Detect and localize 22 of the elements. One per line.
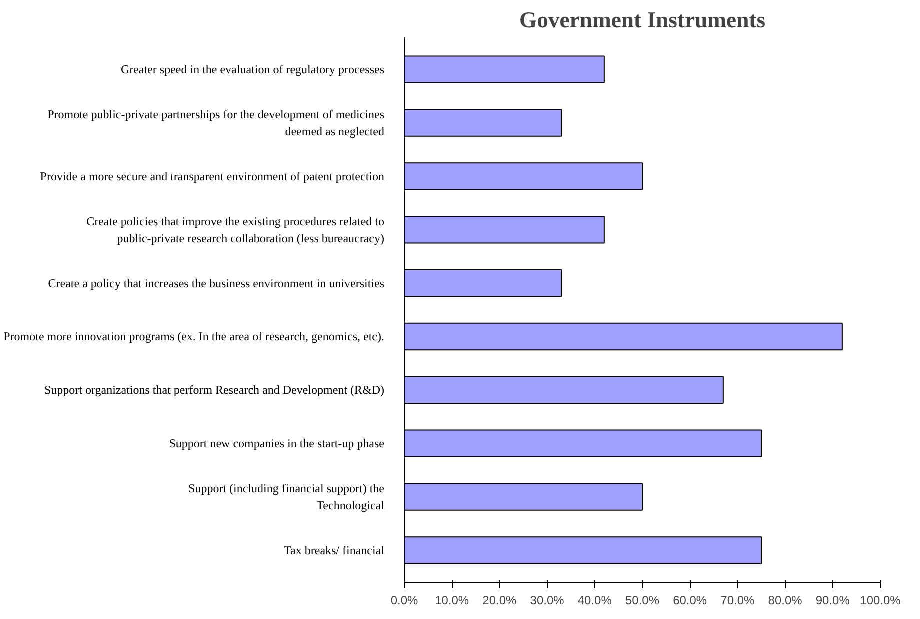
y-tick-label: Tax breaks/ financial (284, 543, 386, 558)
x-tick-label: 40.0% (578, 594, 612, 608)
x-tick-label: 50.0% (625, 594, 660, 608)
y-tick-label: Greater speed in the evaluation of regulatory processes (120, 62, 385, 77)
x-tick-label: 60.0% (673, 594, 708, 608)
y-tick-label: Support organizations that perform Research and Development (R&D) (44, 383, 385, 398)
y-tick-label: Promote more innovation programs (ex. In the area of research, genomics, etc). (4, 330, 384, 344)
chart-title: Government Instruments (519, 8, 766, 32)
x-tick-label: 30.0% (530, 594, 565, 608)
x-tick-label: 70.0% (720, 594, 756, 608)
x-tick-label: 80.0% (768, 594, 803, 608)
x-tick-label: 100.0% (860, 594, 902, 608)
y-tick-label: Promote public-private partnerships for the development of medicines deemed as neglected (48, 108, 385, 138)
y-tick-label: Create policies that improve the existing procedures related to public-private research collaboration (less bureaucracy) (86, 214, 385, 246)
y-tick-label: Provide a more secure and transparent environment of patent protection (40, 169, 385, 184)
x-tick-label: 10.0% (435, 594, 470, 608)
x-tick-label: 90.0% (816, 594, 850, 608)
y-tick-label: Create a policy that increases the business environment in universities (48, 276, 385, 290)
x-tick-label: 20.0% (482, 594, 518, 608)
y-tick-label: Support (including financial support) the Technological (188, 482, 386, 512)
y-tick-label: Support new companies in the start-up phase (169, 436, 385, 451)
x-tick-label: 0.0% (390, 594, 419, 608)
